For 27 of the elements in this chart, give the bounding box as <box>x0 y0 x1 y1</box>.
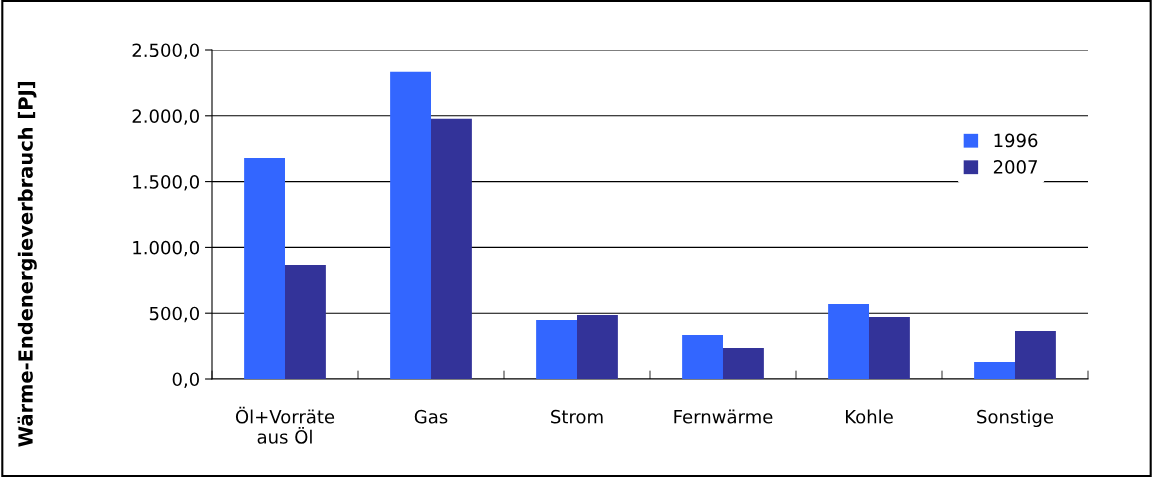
x-tick-label: Kohle <box>845 409 893 424</box>
bar <box>974 362 1015 379</box>
legend-label: 2007 <box>993 160 1037 174</box>
bar <box>682 334 723 379</box>
bar <box>390 71 431 379</box>
x-tick-label: Sonstige <box>977 409 1054 428</box>
bar <box>244 157 285 379</box>
x-tick-label: Gas <box>414 409 448 424</box>
y-tick-label: 2.500,0 <box>132 43 199 59</box>
y-tick-label: 500,0 <box>149 306 199 323</box>
bar <box>285 265 326 379</box>
bar <box>431 118 472 379</box>
y-tick-label: 2.000,0 <box>132 109 199 125</box>
y-tick-label: 0,0 <box>172 372 199 388</box>
x-tick-label: Fernwärme <box>674 409 773 424</box>
bar <box>828 303 869 379</box>
x-tick-label: Öl+Vorräte aus Öl <box>235 406 335 444</box>
y-tick-label: 1.500,0 <box>133 175 199 191</box>
bar <box>723 347 764 379</box>
bar <box>536 319 577 379</box>
bar <box>1015 330 1056 379</box>
y-tick-label: 1.000,0 <box>133 240 199 257</box>
y-axis-title: Wärme-Endenergieverbrauch [PJ] <box>17 82 37 447</box>
bar <box>869 317 910 379</box>
x-tick-label: Strom <box>551 409 603 424</box>
bar <box>577 314 618 379</box>
legend-label: 1996 <box>994 133 1038 148</box>
